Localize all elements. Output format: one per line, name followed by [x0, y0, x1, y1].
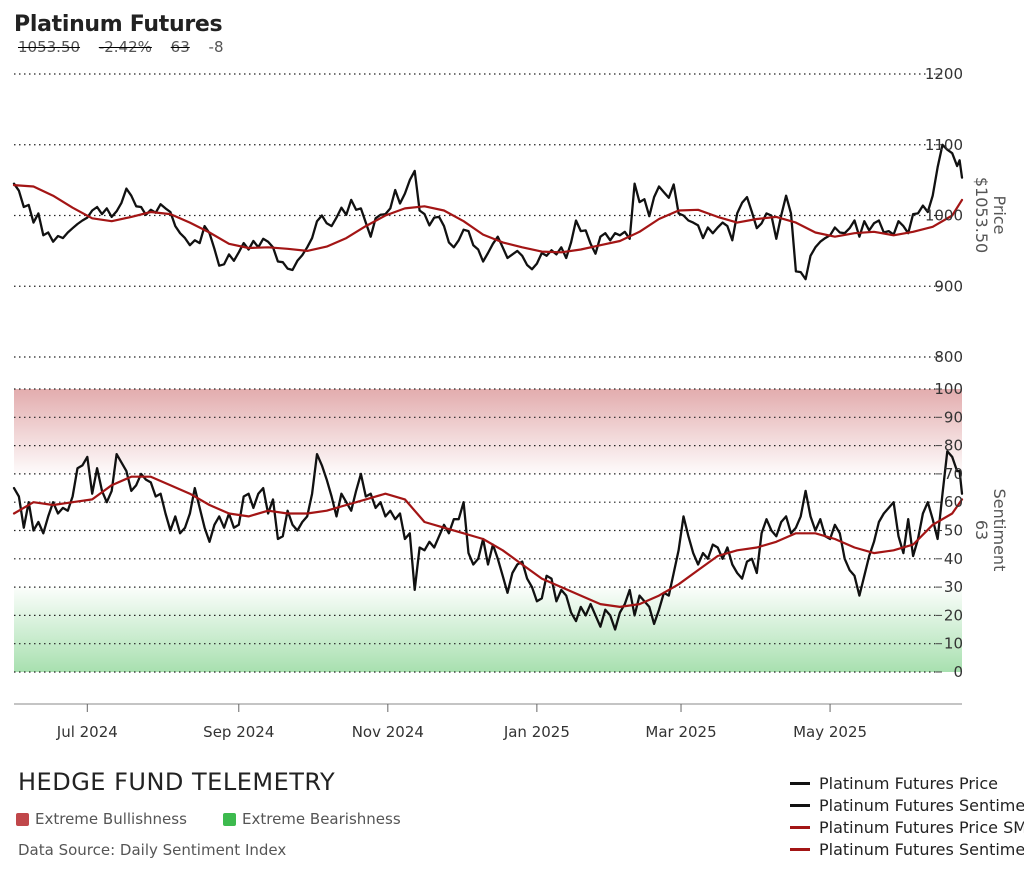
- legend-label: Platinum Futures Price SMA: [819, 817, 1024, 837]
- sentiment-tick-label: 90: [944, 408, 963, 426]
- legend-line-icon: [790, 825, 810, 829]
- x-tick-label: Nov 2024: [352, 723, 424, 741]
- zone-key-bull: Extreme Bullishness: [16, 810, 187, 828]
- platinum-futures-price-line: [12, 143, 964, 281]
- x-tick-label: Sep 2024: [203, 723, 274, 741]
- sentiment-tick-label: 40: [944, 550, 963, 568]
- brand-name: HEDGE FUND TELEMETRY: [18, 768, 336, 796]
- bear-key-label: Extreme Bearishness: [242, 810, 401, 828]
- sentiment-axis-value: 63: [972, 520, 991, 540]
- price-tick-label: 1100: [925, 136, 963, 154]
- legend-line-icon: [790, 781, 810, 785]
- sentiment-tick-label: 50: [944, 522, 963, 540]
- legend-line-icon: [790, 847, 810, 851]
- sentiment-tick-label: 60: [944, 493, 963, 511]
- gridlines: [14, 73, 942, 673]
- legend-label: Platinum Futures Sentiment SMA: [819, 839, 1024, 859]
- price-axis-value: $1053.50: [972, 177, 991, 253]
- price-tick-label: 800: [934, 348, 963, 366]
- sentiment-tick-label: 20: [944, 606, 963, 624]
- legend-item-sentiment-sma[interactable]: Platinum Futures Sentiment SMA: [790, 838, 1024, 860]
- sentiment-panel: [12, 450, 964, 631]
- sentiment-tick-label: 80: [944, 437, 963, 455]
- sentiment-tick-label: 100: [934, 380, 963, 398]
- legend-item-price[interactable]: Platinum Futures Price: [790, 772, 1024, 794]
- x-tick-label: May 2025: [793, 723, 867, 741]
- legend-label: Platinum Futures Price: [819, 773, 998, 793]
- x-tick-label: Jul 2024: [56, 723, 118, 741]
- zone-key-bear: Extreme Bearishness: [223, 810, 401, 828]
- legend-label: Platinum Futures Sentiment: [819, 795, 1024, 815]
- x-axis: Jul 2024 Sep 2024 Nov 2024 Jan 2025 Mar 2025…: [14, 703, 962, 741]
- sentiment-tick-label: 0: [953, 663, 963, 681]
- bear-swatch: [223, 812, 236, 826]
- legend-line-icon: [790, 803, 810, 807]
- chart-title: Platinum Futures: [14, 12, 223, 37]
- x-tick-label: Mar 2025: [645, 723, 716, 741]
- axis-labels: 800 900 1000 1100 1200 0 10 20 30 40 50 60 70 80 90 100…: [925, 65, 1009, 681]
- sentiment-tick-label: 30: [944, 578, 963, 596]
- price-tick-label: 1000: [925, 207, 963, 225]
- sentiment-tick-label: 70: [944, 465, 963, 483]
- extreme-bullishness-zone: [14, 389, 962, 474]
- bull-key-label: Extreme Bullishness: [35, 810, 187, 828]
- platinum-futures-sentiment-sma-line: [12, 475, 964, 608]
- stat-sentiment-change: -8: [208, 38, 224, 56]
- price-tick-label: 900: [934, 277, 963, 295]
- header-stats: 1053.50 -2.42% 63 -8: [18, 38, 238, 56]
- platinum-futures-sentiment-line: [12, 450, 964, 631]
- stat-price: 1053.50: [18, 38, 81, 56]
- price-axis-label: Price: [990, 195, 1009, 234]
- x-tick-label: Jan 2025: [503, 723, 570, 741]
- extreme-bearishness-zone: [14, 587, 962, 672]
- bull-swatch: [16, 812, 29, 826]
- platinum-futures-price-sma-line: [12, 184, 964, 254]
- sentiment-tick-label: 10: [944, 635, 963, 653]
- price-tick-label: 1200: [925, 65, 963, 83]
- legend: Platinum Futures Price Platinum Futures …: [790, 772, 1024, 860]
- data-source: Data Source: Daily Sentiment Index: [18, 841, 287, 859]
- stat-sentiment: 63: [170, 38, 190, 56]
- legend-item-price-sma[interactable]: Platinum Futures Price SMA: [790, 816, 1024, 838]
- sentiment-zones: [14, 389, 962, 672]
- sentiment-axis-label: Sentiment: [990, 489, 1009, 572]
- legend-item-sentiment[interactable]: Platinum Futures Sentiment: [790, 794, 1024, 816]
- price-panel: [12, 143, 964, 281]
- stat-change: -2.42%: [98, 38, 152, 56]
